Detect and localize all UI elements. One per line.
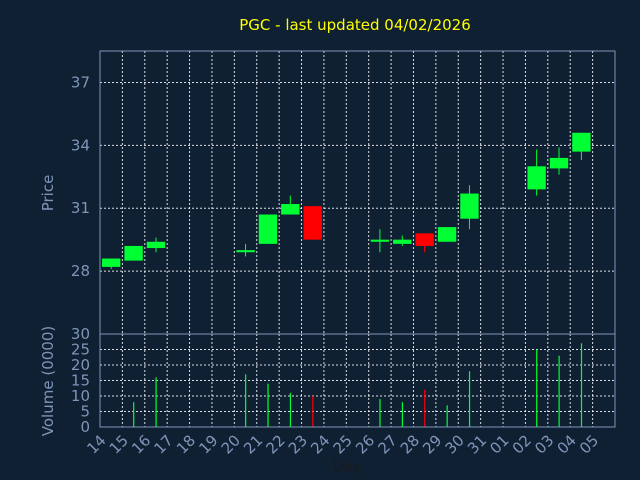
volume-bar	[424, 389, 426, 427]
candle-body	[393, 239, 412, 244]
price-frame	[99, 50, 616, 335]
price-grid	[100, 51, 615, 334]
price-candles	[102, 132, 591, 270]
volume-y-tick-label: 20	[71, 356, 90, 374]
volume-bar	[379, 399, 381, 427]
candle-body	[303, 206, 322, 240]
x-axis-ticks: 1415161718192021222324252627282930310102…	[83, 431, 602, 457]
volume-grid	[100, 334, 615, 427]
volume-y-tick-label: 5	[80, 403, 90, 421]
candle-body	[415, 233, 434, 246]
volume-y-tick-label: 10	[71, 387, 90, 405]
candle-body	[527, 166, 546, 190]
candle-body	[460, 193, 479, 219]
price-y-tick-label: 31	[71, 199, 90, 217]
price-y-ticks: 28 31 34 37	[71, 73, 90, 280]
candle-body	[258, 214, 278, 244]
volume-bar	[401, 402, 403, 427]
volume-bar	[580, 343, 583, 427]
candle-body	[124, 245, 143, 261]
price-y-tick-label: 34	[71, 136, 90, 154]
volume-bars	[133, 343, 583, 427]
candle-body	[437, 227, 457, 242]
price-y-tick-label: 28	[71, 262, 90, 280]
volume-bar	[245, 374, 247, 427]
price-panel: 28 31 34 37 Price	[39, 50, 616, 335]
candle-body	[281, 204, 300, 215]
volume-bar	[558, 355, 560, 427]
volume-bar	[312, 396, 314, 427]
candle-body	[236, 250, 255, 253]
volume-bar	[267, 383, 269, 427]
volume-y-tick-label: 0	[80, 418, 90, 436]
candle-body	[146, 241, 166, 249]
volume-bar	[155, 377, 157, 427]
price-y-tick-label: 37	[71, 73, 90, 91]
x-tick-label: 05	[576, 431, 602, 457]
x-axis-label: Day	[333, 459, 361, 475]
volume-bar	[133, 402, 135, 427]
chart-title: PGC - last updated 04/02/2026	[239, 16, 471, 34]
volume-bar	[468, 371, 471, 427]
volume-bar	[536, 349, 538, 427]
volume-y-tick-label: 30	[71, 325, 90, 343]
candle-body	[102, 258, 121, 267]
volume-bar	[446, 405, 448, 427]
volume-y-tick-label: 15	[71, 372, 90, 390]
volume-bar	[289, 392, 292, 427]
volume-frame	[99, 333, 616, 428]
candle-body	[572, 132, 591, 152]
price-y-label: Price	[39, 175, 57, 212]
candle-body	[370, 239, 390, 242]
volume-y-tick-label: 25	[71, 341, 90, 359]
candle-body	[549, 157, 569, 169]
volume-y-label: Volume (0000)	[39, 326, 57, 436]
